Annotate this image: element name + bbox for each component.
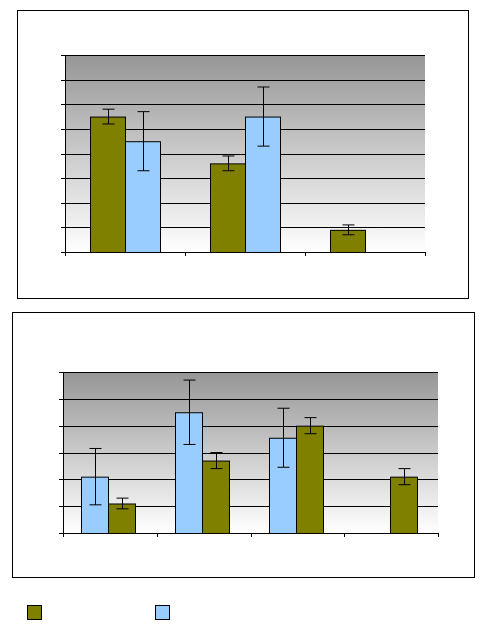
chart-1-error-bars bbox=[102, 86, 355, 236]
bar bbox=[390, 476, 418, 534]
legend-swatch-lightblue bbox=[155, 605, 170, 620]
legend-swatch-olive bbox=[27, 605, 42, 620]
bar bbox=[210, 163, 246, 254]
chart-2 bbox=[12, 312, 475, 578]
bar bbox=[202, 460, 230, 534]
chart-2-error-bars bbox=[89, 379, 411, 510]
legend bbox=[27, 605, 170, 620]
bar bbox=[296, 425, 324, 534]
chart-1 bbox=[17, 10, 469, 299]
bar bbox=[90, 116, 126, 253]
